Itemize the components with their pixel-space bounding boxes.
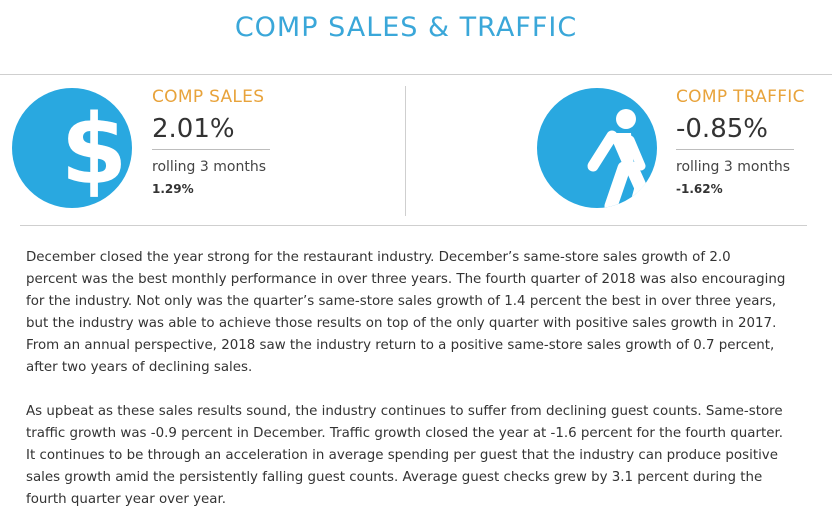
comp-traffic-label: COMP TRAFFIC	[676, 87, 805, 107]
comp-traffic-value: -0.85%	[676, 114, 768, 144]
walking-person-icon	[537, 88, 657, 208]
dollar-sign-icon: $	[12, 88, 132, 208]
stat-divider	[405, 86, 406, 216]
comp-sales-underline	[152, 149, 270, 150]
comp-traffic-rolling-value: -1.62%	[676, 182, 723, 196]
stats-bottom-divider	[20, 225, 807, 226]
comp-sales-rolling-value: 1.29%	[152, 182, 194, 196]
comp-sales-rolling-label: rolling 3 months	[152, 159, 266, 175]
comp-sales-label: COMP SALES	[152, 87, 265, 107]
page-title: COMP SALES & TRAFFIC	[234, 12, 578, 43]
body-paragraph-traffic: As upbeat as these sales results sound, …	[26, 404, 783, 507]
comp-sales-stat: COMP SALES 2.01% rolling 3 months 1.29%	[152, 86, 270, 196]
comp-traffic-underline	[676, 149, 794, 150]
body-paragraph-sales: December closed the year strong for the …	[26, 250, 786, 375]
svg-text:$: $	[61, 94, 128, 206]
top-divider	[0, 74, 832, 75]
comp-sales-value: 2.01%	[152, 114, 235, 144]
comp-traffic-rolling-label: rolling 3 months	[676, 159, 790, 175]
comp-traffic-stat: COMP TRAFFIC -0.85% rolling 3 months -1.…	[676, 86, 805, 196]
